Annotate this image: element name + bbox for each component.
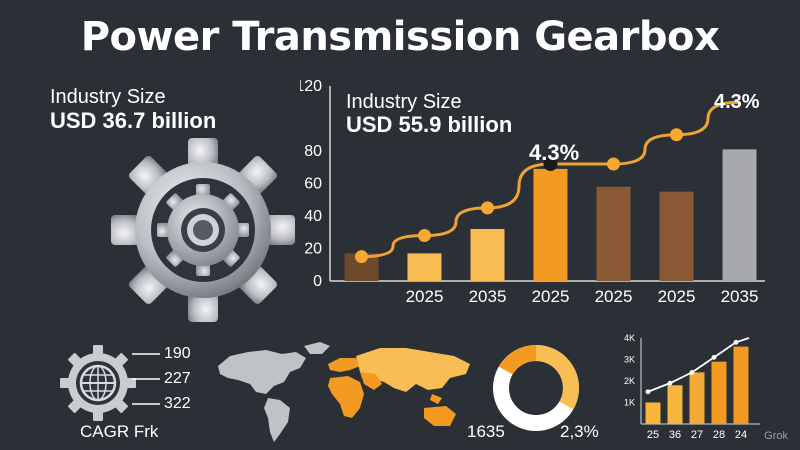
mini-bar-0 — [645, 402, 661, 424]
y-tick-label-4: 80 — [304, 143, 322, 160]
watermark-logo: Grok — [764, 430, 788, 442]
x-tick-label-3: 2025 — [532, 287, 570, 306]
growth-annotation-2: 4.3% — [714, 91, 760, 113]
cagr-caption: CAGR Frk — [80, 422, 159, 441]
mini-x-tick-4: 24 — [735, 429, 747, 441]
trend-point-3 — [543, 157, 558, 171]
mini-x-tick-3: 28 — [713, 429, 725, 441]
mini-trend-point-3 — [711, 354, 717, 360]
chart-size-value: USD 55.9 billion — [346, 112, 512, 137]
trend-point-5 — [670, 128, 683, 142]
page-title: Power Transmission Gearbox — [80, 14, 720, 60]
y-tick-label-0: 0 — [313, 273, 322, 290]
gear-icon — [108, 135, 298, 325]
world-map — [210, 338, 485, 443]
legend-value-1: 190 — [164, 345, 191, 362]
left-size-label: Industry Size — [50, 86, 166, 108]
y-tick-label-5: 120 — [300, 80, 322, 95]
mini-y-tick-1: 2K — [624, 376, 635, 386]
legend-value-2: 227 — [164, 370, 191, 387]
bar-4 — [596, 186, 631, 281]
legend-value-3: 322 — [164, 395, 191, 412]
mini-x-tick-1: 36 — [669, 429, 681, 441]
mini-bar-3 — [711, 361, 727, 424]
chart-size-label: Industry Size — [346, 91, 462, 113]
left-size-value: USD 36.7 billion — [50, 108, 217, 133]
x-tick-label-1: 2025 — [406, 287, 444, 306]
y-tick-label-1: 20 — [304, 241, 322, 258]
mini-x-tick-2: 27 — [691, 429, 703, 441]
growth-annotation-1: 4.3% — [529, 140, 579, 165]
bar-2 — [470, 229, 505, 281]
bar-6 — [722, 149, 757, 281]
mini-bar-1 — [667, 385, 683, 424]
mini-x-tick-0: 25 — [647, 429, 659, 441]
mini-y-tick-3: 4K — [624, 333, 635, 343]
mini-trend-point-2 — [689, 370, 695, 375]
mini-trend-point-4 — [733, 339, 739, 345]
mini-y-tick-0: 1K — [624, 398, 635, 408]
mini-bar-chart: 1K 2K 3K 4K 25 36 27 28 24 — [624, 333, 760, 441]
y-tick-label-2: 40 — [304, 208, 322, 225]
y-tick-label-3: 60 — [304, 176, 322, 193]
legend-connectors — [132, 353, 160, 405]
mini-bar-2 — [689, 372, 705, 424]
mini-y-tick-2: 3K — [624, 355, 635, 365]
x-tick-label-5: 2025 — [658, 287, 696, 306]
main-bar-chart: 0 20 40 60 80 120 2025 2035 2025 2025 2025 2035 In… — [300, 80, 765, 306]
bar-5 — [659, 191, 694, 281]
donut-right-value: 2,3% — [560, 422, 599, 441]
bar-3 — [533, 168, 568, 281]
x-tick-label-6: 2035 — [721, 287, 759, 306]
trend-point-2 — [481, 201, 494, 215]
x-tick-label-2: 2035 — [469, 287, 507, 306]
trend-point-1 — [418, 229, 431, 242]
donut-left-value: 1635 — [467, 422, 505, 441]
trend-point-4 — [607, 157, 620, 171]
globe-icon — [60, 345, 140, 425]
x-tick-label-4: 2025 — [595, 287, 633, 306]
bar-1 — [407, 253, 442, 281]
trend-point-0 — [355, 250, 368, 264]
mini-trend-point-0 — [645, 389, 651, 395]
donut-chart — [490, 342, 582, 434]
mini-trend-point-1 — [667, 380, 673, 386]
mini-bar-4 — [733, 346, 749, 424]
